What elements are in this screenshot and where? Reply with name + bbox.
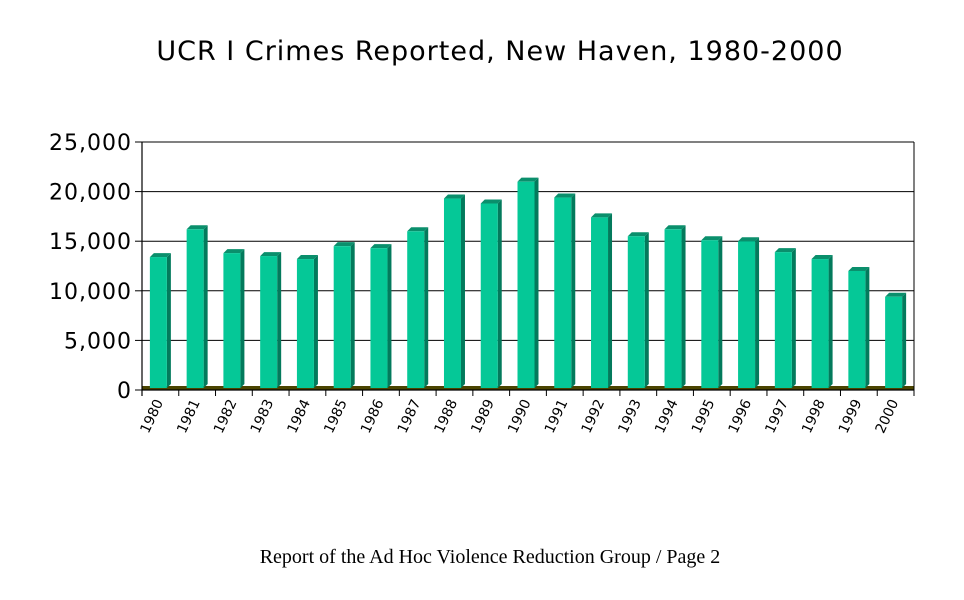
- x-tick-label: 1982: [211, 397, 241, 436]
- bar-top: [738, 237, 760, 242]
- bar: [149, 257, 167, 388]
- bar: [848, 270, 866, 388]
- y-tick-label: 15,000: [49, 230, 132, 255]
- bar-side: [644, 232, 649, 388]
- bar: [774, 252, 792, 388]
- bar: [223, 253, 241, 388]
- x-tick-label: 1987: [395, 397, 425, 436]
- x-tick-label: 1988: [432, 397, 462, 436]
- bar: [885, 296, 903, 388]
- bar: [738, 241, 756, 388]
- bar-top: [333, 242, 355, 247]
- bar: [260, 256, 278, 388]
- bar: [591, 217, 609, 388]
- bar-side: [166, 253, 171, 388]
- y-tick-label: 20,000: [49, 181, 132, 206]
- x-tick-label: 1986: [358, 397, 388, 436]
- bar-top: [591, 213, 613, 218]
- bar-side: [902, 292, 907, 388]
- bar-side: [681, 225, 686, 388]
- y-tick-label: 10,000: [49, 280, 132, 305]
- bar-top: [664, 225, 686, 230]
- bar-top: [149, 253, 171, 258]
- x-tick-label: 1991: [542, 397, 572, 436]
- bar: [186, 229, 204, 388]
- x-tick-label: 1997: [762, 397, 792, 436]
- bar-side: [203, 225, 208, 388]
- bar-top: [627, 232, 649, 237]
- bar-side: [240, 249, 245, 388]
- bar-top: [774, 248, 796, 253]
- bar-top: [223, 249, 245, 254]
- bar-side: [387, 244, 392, 388]
- x-tick-label: 1999: [836, 397, 866, 436]
- bar-side: [313, 255, 318, 388]
- x-tick-label: 1995: [689, 397, 719, 436]
- bar-side: [571, 193, 576, 388]
- bar: [701, 240, 719, 388]
- bar-side: [865, 266, 870, 388]
- y-tick-label: 25,000: [49, 131, 132, 156]
- bar-top: [517, 177, 539, 182]
- x-tick-label: 1984: [284, 397, 314, 436]
- bar: [480, 203, 498, 388]
- bar: [664, 229, 682, 388]
- x-tick-label: 1998: [799, 397, 829, 436]
- x-tick-label: 1992: [579, 397, 609, 436]
- bar: [554, 197, 572, 388]
- bar-top: [885, 292, 907, 297]
- bar-top: [554, 193, 576, 198]
- bar-side: [718, 236, 723, 388]
- bar-side: [828, 255, 833, 388]
- bar-side: [755, 237, 760, 388]
- bar-top: [848, 266, 870, 271]
- y-tick-label: 0: [117, 379, 132, 404]
- bar-side: [608, 213, 613, 388]
- page-footer: Report of the Ad Hoc Violence Reduction …: [259, 546, 721, 568]
- bar-top: [811, 255, 833, 260]
- bar-side: [460, 194, 465, 388]
- bar: [443, 198, 461, 388]
- bar: [627, 236, 645, 388]
- x-tick-label: 1990: [505, 397, 535, 436]
- bar-side: [277, 252, 282, 388]
- bar-side: [497, 199, 502, 388]
- bar-top: [701, 236, 723, 241]
- bar-top: [296, 255, 318, 260]
- x-tick-label: 1983: [248, 397, 278, 436]
- bar-top: [443, 194, 465, 199]
- bar-side: [534, 177, 539, 388]
- bar-top: [260, 252, 282, 257]
- bar: [333, 246, 351, 388]
- bar-side: [791, 248, 796, 388]
- x-tick-label: 1989: [468, 397, 498, 436]
- bar-top: [407, 227, 429, 232]
- bar-top: [186, 225, 208, 230]
- x-tick-label: 1993: [615, 397, 645, 436]
- chart-title: UCR I Crimes Reported, New Haven, 1980-2…: [156, 36, 844, 67]
- x-tick-label: 1996: [726, 397, 756, 436]
- bar-side: [350, 242, 355, 388]
- bar: [517, 181, 535, 388]
- x-tick-label: 1985: [321, 397, 351, 436]
- x-tick-label: 2000: [873, 397, 903, 436]
- x-tick-label: 1994: [652, 397, 682, 436]
- y-tick-label: 5,000: [64, 329, 132, 354]
- bar: [370, 248, 388, 388]
- bar-top: [480, 199, 502, 204]
- bar-top: [370, 244, 392, 249]
- bar-side: [424, 227, 429, 388]
- bar: [811, 259, 829, 388]
- x-tick-label: 1981: [174, 397, 204, 436]
- x-tick-label: 1980: [137, 397, 167, 436]
- bar: [296, 259, 314, 388]
- bar: [407, 231, 425, 388]
